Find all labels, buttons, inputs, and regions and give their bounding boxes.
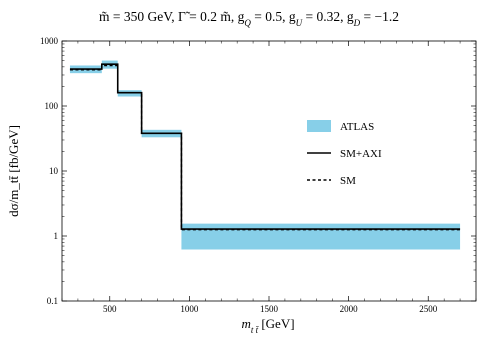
x-axis-label: mt t̄ [GeV] xyxy=(241,316,294,335)
y-tick-label: 1 xyxy=(54,231,59,241)
axis-ticks xyxy=(61,40,477,302)
x-tick-label: 2000 xyxy=(340,304,359,314)
legend-item: ATLAS xyxy=(307,120,374,133)
y-axis-label: dσ/m_tt̄ [fb/GeV] xyxy=(6,125,21,217)
legend-item: SM+AXI xyxy=(307,148,382,160)
x-tick-label: 2500 xyxy=(419,304,438,314)
legend-label: SM xyxy=(340,175,356,187)
atlas-bands xyxy=(69,60,461,250)
y-tick-label: 10 xyxy=(49,166,59,176)
x-tick-label: 1000 xyxy=(180,304,199,314)
series-lines xyxy=(69,63,461,231)
legend-label: SM+AXI xyxy=(340,148,382,160)
legend-label: ATLAS xyxy=(340,121,374,133)
plot-frame xyxy=(61,40,477,302)
y-tick-label: 100 xyxy=(45,101,59,111)
y-tick-label: 0.1 xyxy=(47,296,58,306)
chart-title: m̃ = 350 GeV, Γ̃ = 0.2 m̃, gQ = 0.5, gU … xyxy=(99,9,399,28)
series-line-sm-axi xyxy=(69,63,461,230)
y-tick-label: 1000 xyxy=(40,36,59,46)
legend-swatch xyxy=(307,120,331,132)
tick-labels: 500 1000 1500 2000 2500 0.1 1 10 100 1000 xyxy=(40,36,438,314)
series-line-sm xyxy=(69,64,461,231)
x-tick-label: 500 xyxy=(103,304,117,314)
legend-item: SM xyxy=(307,175,356,187)
plot-border xyxy=(61,40,477,302)
x-tick-label: 1500 xyxy=(260,304,279,314)
atlas-band-bin xyxy=(181,223,461,250)
legend: ATLAS SM+AXI SM xyxy=(307,120,382,187)
